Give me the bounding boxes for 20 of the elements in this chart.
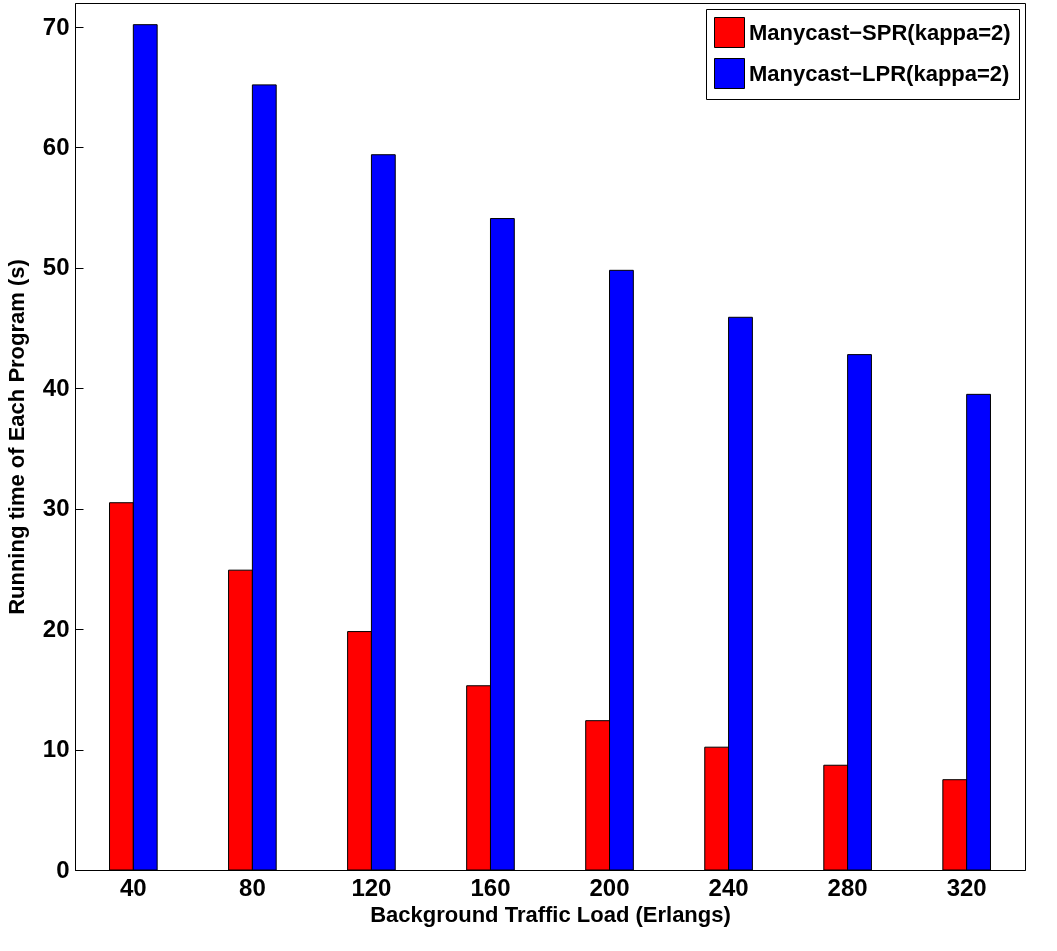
legend-label: Manycast−LPR(kappa=2) — [749, 60, 1010, 86]
y-tick-label: 0 — [56, 855, 70, 883]
legend-label: Manycast−SPR(kappa=2) — [749, 19, 1011, 45]
y-tick-label: 70 — [42, 12, 70, 40]
x-tick-label: 80 — [239, 873, 266, 901]
y-tick-label: 60 — [42, 133, 70, 160]
x-tick-label: 320 — [946, 873, 987, 901]
x-tick-label: 200 — [589, 873, 630, 901]
x-tick-label: 40 — [119, 873, 147, 901]
y-tick-label: 10 — [42, 735, 70, 763]
x-tick-label: 280 — [827, 873, 868, 901]
y-tick-label: 20 — [42, 614, 70, 642]
y-axis-title: Running time of Each Program (s) — [3, 259, 29, 615]
x-tick-label: 240 — [708, 873, 749, 901]
x-axis-title: Background Traffic Load (Erlangs) — [370, 901, 731, 927]
x-tick-label: 120 — [351, 873, 392, 901]
y-tick-label: 30 — [42, 494, 70, 522]
y-tick-label: 40 — [42, 373, 70, 401]
y-tick-label: 50 — [42, 253, 70, 281]
x-tick-label: 160 — [470, 873, 511, 901]
